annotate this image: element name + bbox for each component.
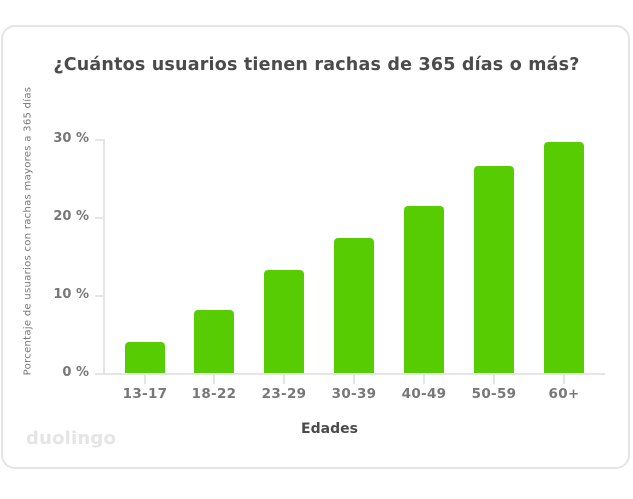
x-tick-mark — [283, 375, 285, 384]
bar-18-22[interactable] — [194, 309, 234, 373]
bar-13-17[interactable] — [125, 341, 165, 373]
x-tick-label: 18-22 — [191, 386, 237, 402]
duolingo-logo: duolingo — [26, 428, 117, 449]
x-tick-label: 30-39 — [331, 386, 377, 402]
x-tick-mark — [493, 375, 495, 384]
bar-50-59[interactable] — [474, 166, 514, 373]
x-tick-mark — [144, 375, 146, 384]
y-tick-label: 10 % — [53, 287, 89, 302]
y-axis-line — [103, 139, 105, 375]
x-axis-line — [95, 373, 605, 375]
bar-23-29[interactable] — [264, 270, 304, 373]
y-axis-label: Porcentaje de usuarios con rachas mayore… — [22, 86, 34, 376]
chart-title: ¿Cuántos usuarios tienen rachas de 365 d… — [53, 55, 580, 75]
x-tick-mark — [563, 375, 565, 384]
x-tick-mark — [423, 375, 425, 384]
x-tick-label: 50-59 — [471, 386, 517, 402]
y-tick-mark — [95, 295, 103, 297]
y-tick-label: 30 % — [53, 131, 89, 146]
x-tick-label: 13-17 — [122, 386, 168, 402]
bar-60+[interactable] — [544, 142, 584, 373]
x-tick-label: 60+ — [548, 386, 580, 402]
x-tick-label: 40-49 — [401, 386, 447, 402]
bar-30-39[interactable] — [334, 238, 374, 373]
x-axis-label: Edades — [301, 421, 358, 437]
y-tick-mark — [95, 373, 103, 375]
chart-card — [1, 25, 630, 469]
bar-40-49[interactable] — [404, 206, 444, 373]
y-tick-label: 0 % — [62, 365, 89, 380]
y-tick-label: 20 % — [53, 209, 89, 224]
y-tick-mark — [95, 217, 103, 219]
x-tick-label: 23-29 — [261, 386, 307, 402]
y-tick-mark — [95, 139, 103, 141]
x-tick-mark — [353, 375, 355, 384]
x-tick-mark — [213, 375, 215, 384]
